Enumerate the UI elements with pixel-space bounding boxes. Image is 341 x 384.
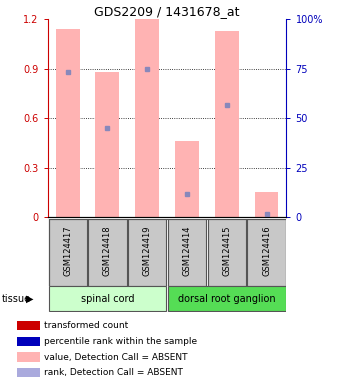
Bar [17, 368, 40, 377]
Bar [248, 219, 286, 286]
Text: ▶: ▶ [26, 294, 33, 304]
Text: GSM124414: GSM124414 [182, 226, 192, 276]
Bar [95, 72, 119, 217]
Bar [56, 29, 79, 217]
Bar [17, 337, 40, 346]
Bar [17, 353, 40, 362]
Title: GDS2209 / 1431678_at: GDS2209 / 1431678_at [94, 5, 240, 18]
Text: spinal cord: spinal cord [81, 294, 134, 304]
Bar [255, 192, 279, 217]
Bar [208, 219, 246, 286]
Text: rank, Detection Call = ABSENT: rank, Detection Call = ABSENT [44, 368, 183, 377]
Text: GSM124417: GSM124417 [63, 226, 72, 276]
Text: GSM124418: GSM124418 [103, 226, 112, 276]
Bar [17, 321, 40, 330]
Bar [168, 286, 286, 311]
Text: GSM124415: GSM124415 [222, 226, 231, 276]
Text: dorsal root ganglion: dorsal root ganglion [178, 294, 276, 304]
Text: GSM124419: GSM124419 [143, 226, 152, 276]
Bar [48, 286, 166, 311]
Bar [168, 219, 206, 286]
Bar [128, 219, 166, 286]
Text: tissue: tissue [2, 294, 31, 304]
Text: value, Detection Call = ABSENT: value, Detection Call = ABSENT [44, 353, 188, 361]
Text: transformed count: transformed count [44, 321, 129, 330]
Bar [175, 141, 199, 217]
Bar [135, 19, 159, 217]
Text: GSM124416: GSM124416 [262, 226, 271, 276]
Text: percentile rank within the sample: percentile rank within the sample [44, 337, 197, 346]
Bar [215, 31, 239, 217]
Bar [48, 219, 87, 286]
Bar [88, 219, 127, 286]
